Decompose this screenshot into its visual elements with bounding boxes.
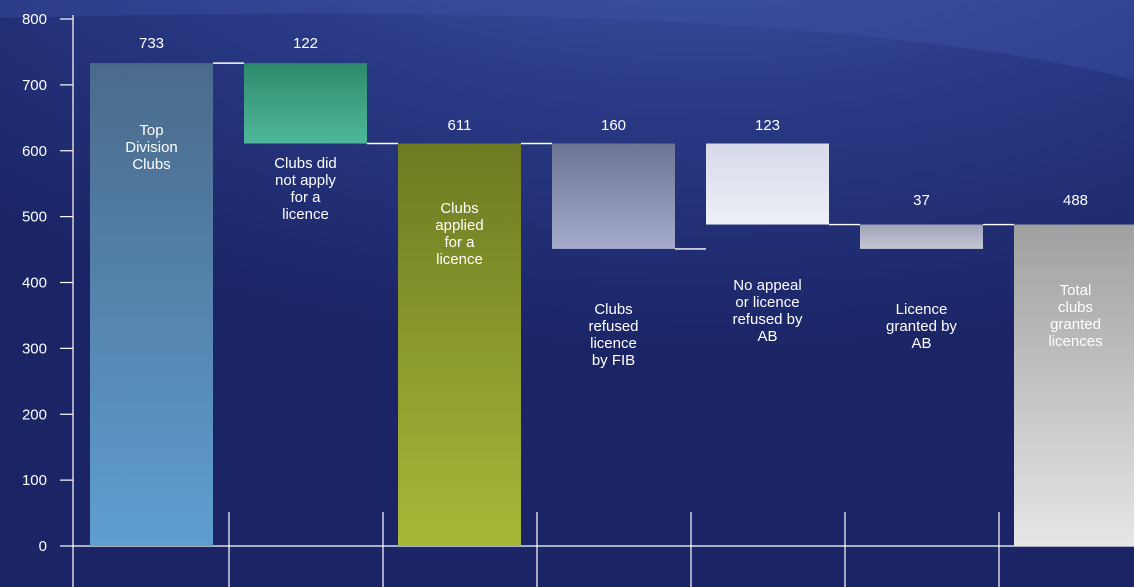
background-arc <box>0 0 1134 80</box>
bar-category-label: Clubs applied for a licence <box>435 200 483 268</box>
value-label: 122 <box>293 35 318 52</box>
bar-category-label: No appeal or licence refused by AB <box>732 277 803 345</box>
y-tick-label: 400 <box>22 275 47 292</box>
y-tick-label: 500 <box>22 209 47 226</box>
value-label: 488 <box>1063 192 1088 209</box>
bar-3 <box>552 143 675 249</box>
bar-category-label: Clubs refused licence by FIB <box>588 301 638 369</box>
bar-0 <box>90 63 213 546</box>
value-label: 160 <box>601 117 626 134</box>
y-tick-label: 100 <box>22 472 47 489</box>
bar-4 <box>706 143 829 225</box>
bar-category-label: Top Division Clubs <box>125 122 178 173</box>
value-label: 123 <box>755 117 780 134</box>
bar-2 <box>398 143 521 546</box>
y-tick-label: 200 <box>22 406 47 423</box>
bar-1 <box>244 63 367 144</box>
y-tick-label: 0 <box>39 538 47 555</box>
y-tick-label: 800 <box>22 11 47 28</box>
bar-6 <box>1014 224 1134 546</box>
value-label: 733 <box>139 35 164 52</box>
y-tick-label: 300 <box>22 340 47 357</box>
bar-5 <box>860 224 983 249</box>
y-tick-label: 700 <box>22 77 47 94</box>
bar-category-label: Clubs did not apply for a licence <box>274 155 337 223</box>
bar-category-label: Total clubs granted licences <box>1048 282 1102 350</box>
value-label: 611 <box>448 117 472 134</box>
y-tick-label: 600 <box>22 143 47 160</box>
bar-category-label: Licence granted by AB <box>886 301 957 352</box>
value-label: 37 <box>913 192 930 209</box>
